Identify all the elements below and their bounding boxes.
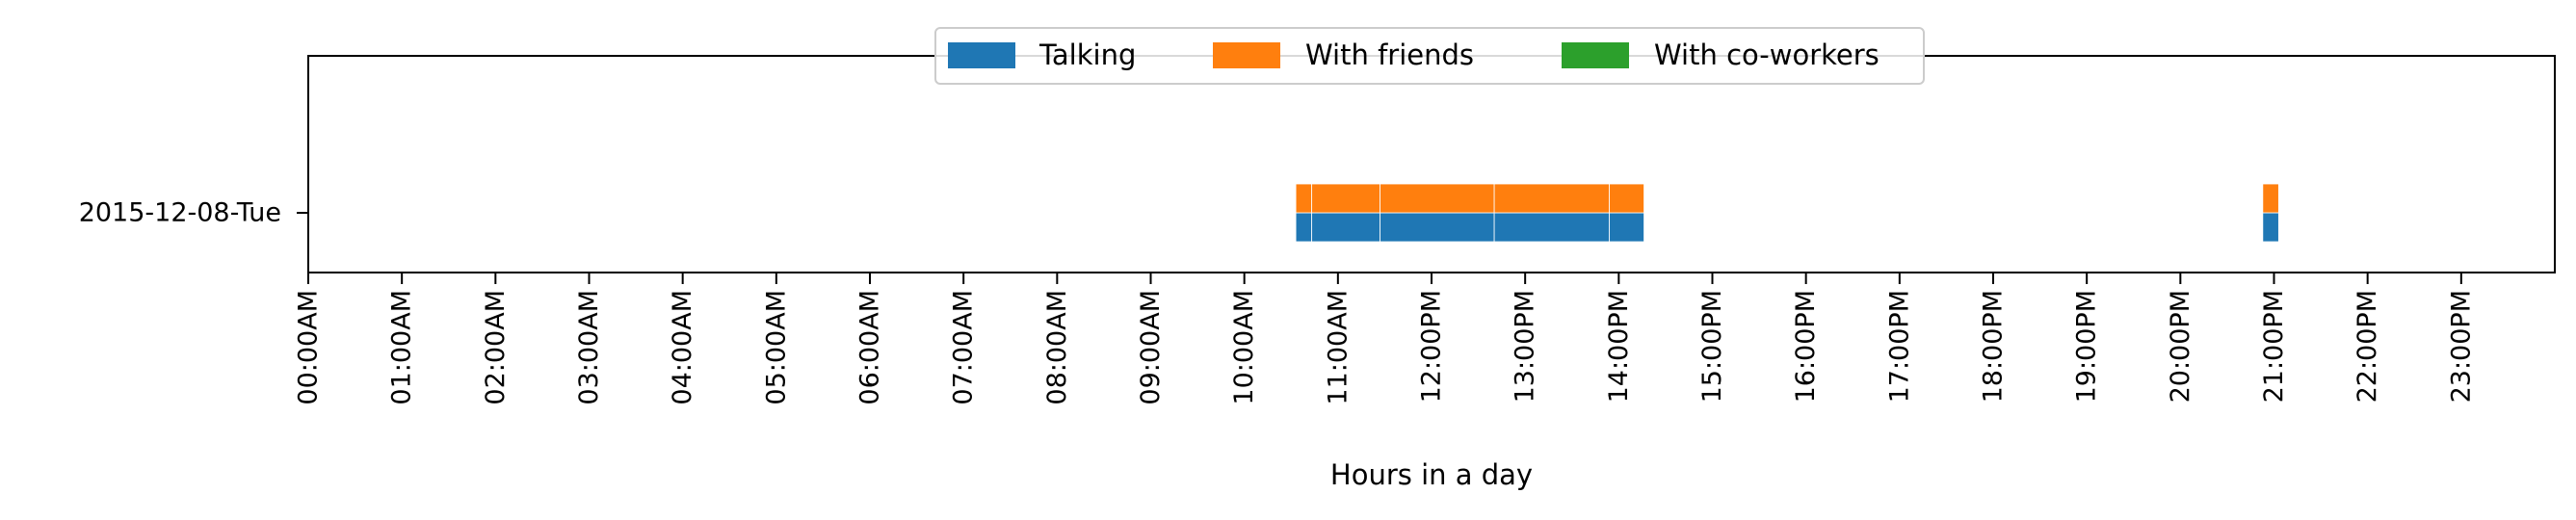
bar-talking-2 <box>1380 212 1495 243</box>
x-tick-label: 21:00PM <box>2259 290 2289 403</box>
x-tick-label: 05:00AM <box>761 290 791 405</box>
x-tick-label: 11:00AM <box>1323 290 1353 405</box>
x-tick-label: 01:00AM <box>387 290 417 405</box>
x-tick-label: 03:00AM <box>574 290 604 405</box>
x-tick-label: 23:00PM <box>2446 290 2476 403</box>
x-tick-label: 12:00PM <box>1417 290 1447 403</box>
y-tick-label: 2015-12-08-Tue <box>79 198 281 228</box>
legend-swatch-talking <box>948 42 1015 68</box>
x-tick-label: 10:00AM <box>1229 290 1259 405</box>
legend-frame <box>934 27 1925 85</box>
bar-talking-5 <box>2262 212 2279 243</box>
legend-label-talking: Talking <box>1038 39 1136 71</box>
x-tick-label: 18:00PM <box>1979 290 2009 403</box>
bar-talking-4 <box>1609 212 1644 243</box>
x-axis-label: Hours in a day <box>1330 458 1533 491</box>
x-axis: 00:00AM 01:00AM 02:00AM 03:00AM 04:00AM 05:00… <box>294 273 2476 405</box>
legend-swatch-with-friends <box>1213 42 1280 68</box>
x-tick-label: 22:00PM <box>2353 290 2382 403</box>
bar-with-friends-2 <box>1380 183 1495 214</box>
x-tick-label: 04:00AM <box>668 290 697 405</box>
x-tick-label: 13:00PM <box>1511 290 1540 403</box>
bar-talking-3 <box>1493 212 1611 243</box>
bar-talking-0 <box>1295 212 1313 243</box>
legend: Talking With friends With co-workers <box>934 27 1925 85</box>
bar-talking-1 <box>1311 212 1380 243</box>
x-tick-label: 06:00AM <box>855 290 885 405</box>
bar-with-friends-1 <box>1311 183 1380 214</box>
x-tick-label: 16:00PM <box>1791 290 1821 403</box>
x-tick-label: 17:00PM <box>1884 290 1914 403</box>
x-tick-label: 19:00PM <box>2072 290 2102 403</box>
x-tick-label: 02:00AM <box>481 290 511 405</box>
x-tick-label: 08:00AM <box>1042 290 1072 405</box>
x-tick-label: 00:00AM <box>294 290 324 405</box>
x-tick-label: 07:00AM <box>949 290 979 405</box>
x-tick-label: 14:00PM <box>1604 290 1634 403</box>
bar-with-friends-5 <box>2262 183 2279 214</box>
x-tick-label: 20:00PM <box>2166 290 2195 403</box>
bar-with-friends-3 <box>1493 183 1611 214</box>
legend-label-with-friends: With friends <box>1305 39 1474 71</box>
legend-swatch-with-co-workers <box>1562 42 1629 68</box>
bar-with-friends-0 <box>1295 183 1313 214</box>
legend-label-with-co-workers: With co-workers <box>1654 39 1879 71</box>
y-axis: 2015-12-08-Tue <box>79 198 308 228</box>
x-tick-label: 15:00PM <box>1697 290 1727 403</box>
bars-layer <box>1295 183 2279 243</box>
bar-with-friends-4 <box>1609 183 1644 214</box>
x-tick-label: 09:00AM <box>1136 290 1166 405</box>
